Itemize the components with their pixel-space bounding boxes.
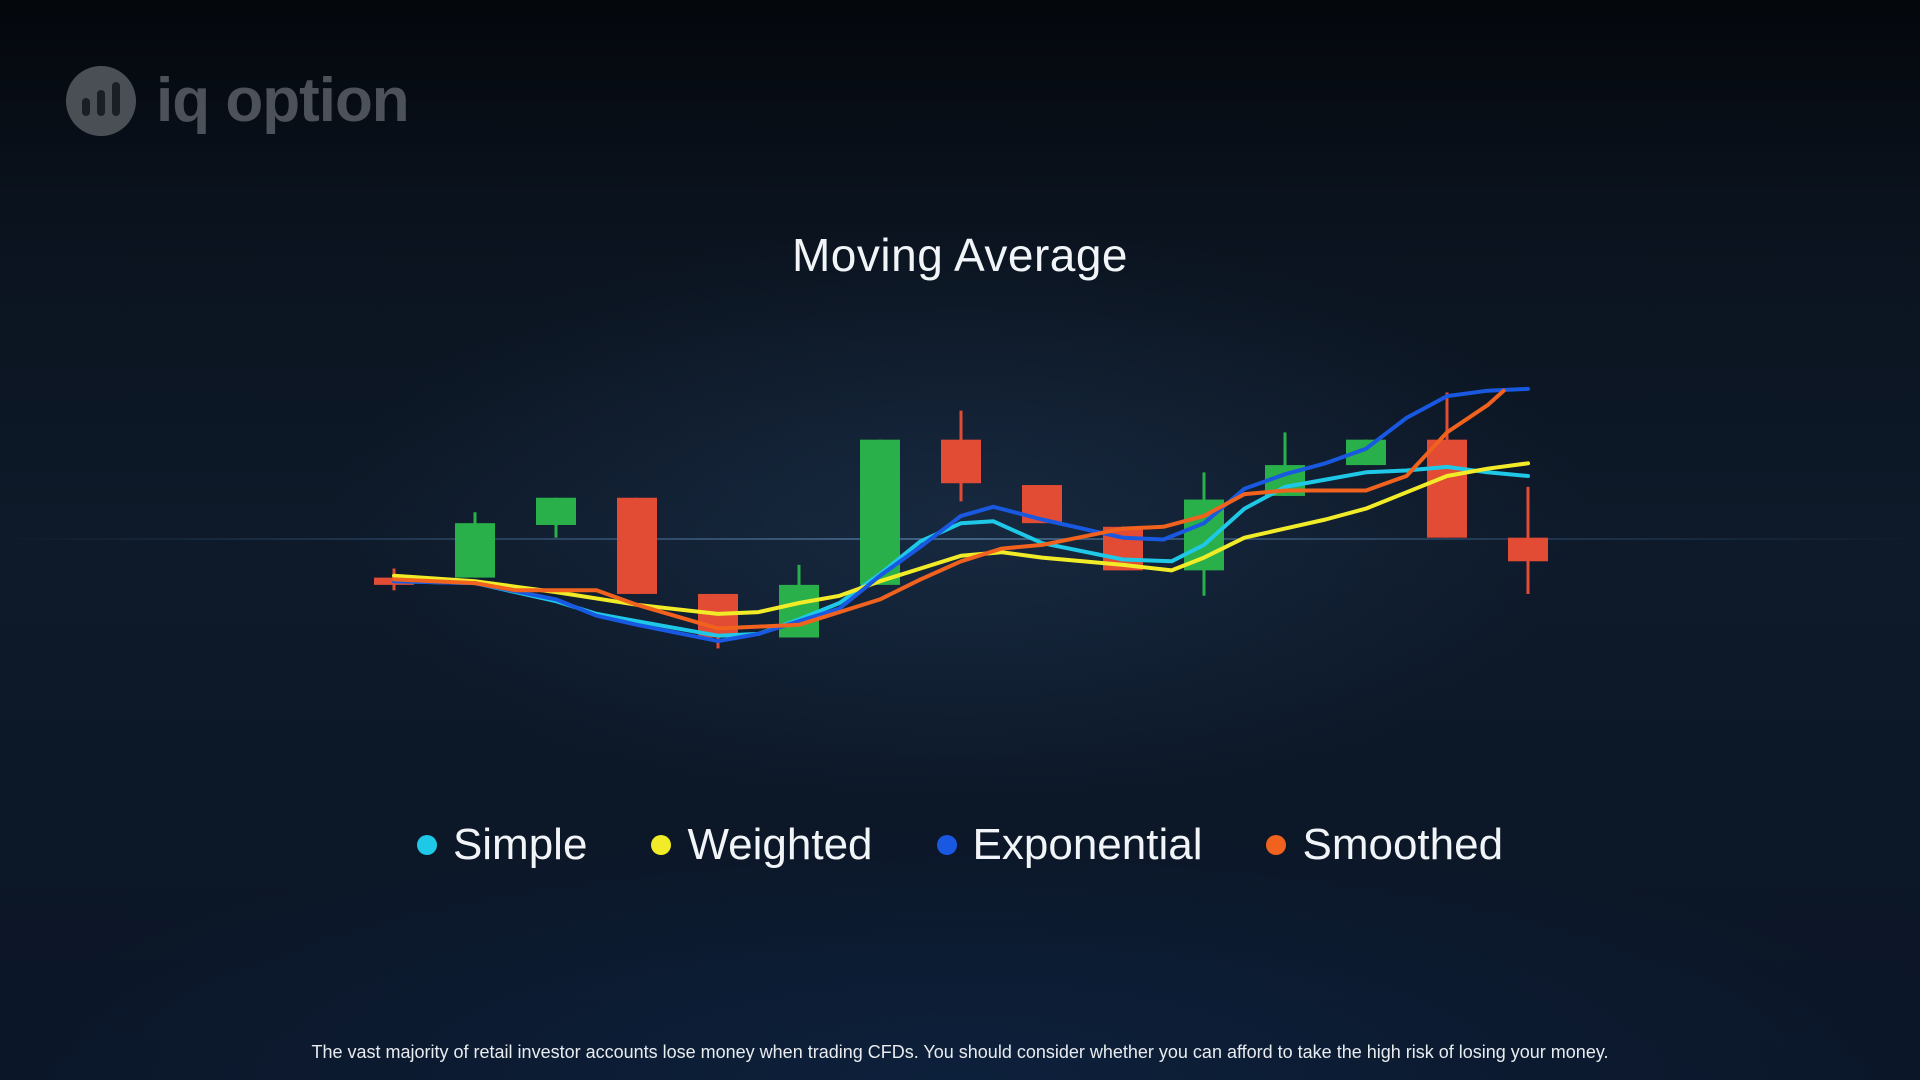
legend-dot-exponential	[936, 835, 957, 855]
brand-name: iq option	[156, 66, 410, 135]
candle	[1508, 486, 1548, 594]
candle	[779, 564, 819, 638]
candle-body	[1508, 537, 1548, 562]
candle	[455, 512, 495, 578]
candles-layer	[374, 392, 1548, 649]
legend-label-exponential: Exponential	[972, 820, 1203, 869]
legend-dot-weighted	[651, 835, 672, 855]
legend-dot-simple	[416, 835, 437, 855]
candle	[941, 410, 981, 502]
legend-dot-smoothed	[1266, 835, 1287, 855]
candle-body	[455, 523, 495, 578]
candle	[536, 497, 576, 538]
legend-item-weighted: Weighted	[651, 820, 873, 870]
legend-label-simple: Simple	[452, 820, 588, 869]
brand-logo: iq option	[66, 66, 410, 136]
legend-item-simple: Simple	[416, 820, 588, 870]
candle-body	[1427, 439, 1467, 538]
legend-item-exponential: Exponential	[936, 820, 1203, 870]
candle	[1427, 392, 1467, 538]
series-line-simple	[392, 464, 1530, 638]
chart-title: Moving Average	[791, 229, 1129, 281]
candle-body	[536, 497, 576, 525]
candle-body	[617, 497, 657, 594]
candle-body	[779, 584, 819, 638]
candle-body	[941, 439, 981, 484]
horizon-glow-line	[0, 538, 1920, 540]
risk-disclaimer: The vast majority of retail investor acc…	[311, 1042, 1609, 1062]
legend: Simple Weighted Exponential Smoothed	[0, 820, 1920, 870]
series-line-exponential	[392, 386, 1530, 644]
logo-bars-icon	[66, 66, 136, 136]
series-line-smoothed	[392, 388, 1506, 631]
legend-label-weighted: Weighted	[687, 820, 873, 869]
legend-item-smoothed: Smoothed	[1266, 820, 1503, 870]
legend-label-smoothed: Smoothed	[1302, 820, 1504, 869]
lines-layer	[392, 386, 1530, 644]
candle	[617, 497, 657, 594]
